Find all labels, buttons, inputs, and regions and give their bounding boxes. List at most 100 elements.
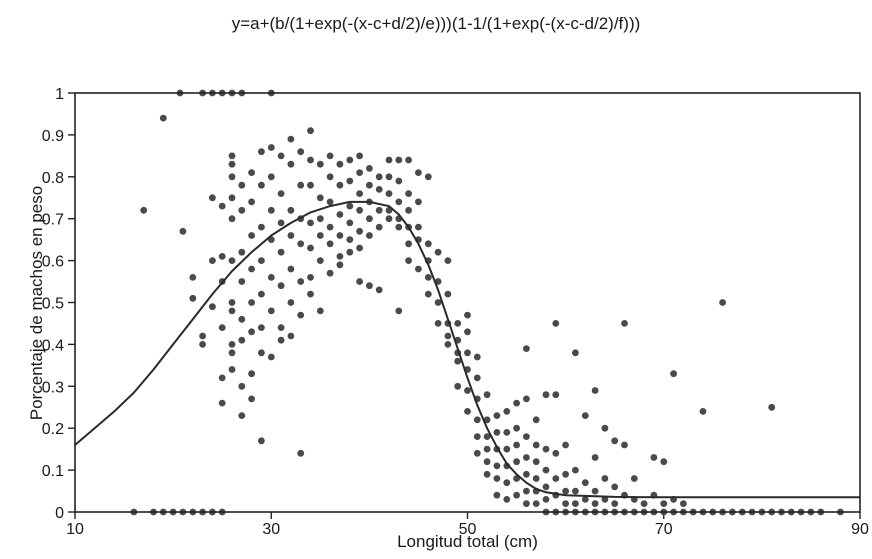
data-point [356, 227, 363, 235]
data-point [356, 278, 363, 285]
data-point [562, 441, 569, 449]
data-point [680, 500, 687, 507]
data-point [248, 232, 256, 239]
data-point [464, 328, 471, 336]
data-point [454, 357, 462, 365]
data-point [248, 169, 256, 177]
data-point [581, 496, 589, 503]
data-point [562, 470, 569, 478]
data-point [238, 248, 246, 256]
data-point [258, 181, 265, 189]
data-point [699, 408, 707, 415]
y-axis-ticks: 0 0.1 0.2 0.3 0.4 0.5 0.6 0.7 0.8 0.9 1 [42, 86, 75, 522]
data-point [670, 370, 677, 378]
data-point [307, 290, 314, 298]
data-point [258, 290, 265, 298]
data-point [513, 441, 520, 449]
y-tick-label: 0.1 [42, 463, 64, 480]
data-point [287, 135, 295, 143]
data-point [395, 156, 403, 164]
data-point [346, 236, 354, 244]
data-point [542, 466, 550, 474]
data-point [464, 408, 471, 415]
data-point [552, 320, 560, 327]
data-point [464, 311, 471, 319]
data-point [444, 332, 452, 340]
data-point [228, 366, 236, 373]
data-point [228, 299, 236, 306]
data-points [130, 89, 844, 516]
data-point [581, 479, 589, 487]
data-point [346, 177, 354, 185]
x-axis-label: Longitud total (cm) [397, 532, 538, 551]
data-point [503, 408, 511, 415]
data-point [562, 487, 569, 495]
data-point [326, 240, 334, 248]
data-point [660, 500, 668, 507]
data-point [336, 232, 344, 239]
data-point [552, 391, 560, 399]
data-point [424, 290, 432, 298]
data-point [356, 152, 363, 160]
data-point [316, 215, 324, 223]
data-point [267, 144, 275, 151]
data-point [238, 278, 246, 285]
data-point [228, 349, 236, 357]
data-point [258, 257, 265, 264]
data-point [238, 181, 246, 189]
data-point [532, 458, 540, 466]
data-point [572, 487, 579, 495]
data-point [660, 458, 668, 466]
x-tick-label: 90 [851, 521, 869, 538]
y-axis-label: Porcentaje de machos en peso [27, 185, 46, 421]
data-point [248, 299, 256, 306]
data-point [454, 320, 462, 327]
data-point [209, 257, 216, 264]
data-point [287, 299, 295, 306]
data-point [768, 403, 776, 411]
y-tick-label: 0.7 [42, 212, 64, 229]
data-point [287, 206, 295, 214]
data-point [248, 265, 256, 273]
x-tick-label: 50 [459, 521, 477, 538]
data-point [258, 437, 265, 445]
data-point [395, 198, 403, 206]
data-point [228, 173, 236, 181]
data-point [513, 491, 520, 499]
y-tick-label: 0.3 [42, 379, 64, 396]
data-point [473, 449, 481, 457]
data-point [297, 449, 305, 457]
data-point [611, 483, 619, 491]
x-tick-label: 10 [66, 521, 84, 538]
data-point [385, 215, 393, 223]
data-point [228, 215, 236, 223]
data-point [523, 500, 530, 507]
data-point [287, 265, 295, 273]
data-point [326, 173, 334, 181]
data-point [336, 181, 344, 189]
data-point [277, 324, 285, 331]
data-point [375, 286, 383, 294]
data-point [591, 500, 599, 507]
data-point [405, 206, 412, 214]
data-point [218, 374, 226, 382]
data-point [326, 269, 334, 277]
y-tick-label: 0 [55, 505, 64, 522]
data-point [611, 500, 619, 507]
data-point [366, 232, 373, 239]
data-point [503, 479, 511, 487]
data-point [405, 240, 412, 248]
data-point [464, 349, 471, 357]
data-point [424, 173, 432, 181]
data-point [218, 324, 226, 331]
data-point [415, 223, 422, 231]
data-point [601, 475, 609, 482]
data-point [513, 424, 520, 432]
data-point [473, 433, 481, 440]
data-point [542, 483, 550, 491]
data-point [238, 336, 246, 344]
data-point [415, 265, 422, 273]
x-axis-ticks: 10 30 50 70 90 [66, 512, 869, 538]
data-point [366, 181, 373, 189]
data-point [189, 294, 197, 302]
